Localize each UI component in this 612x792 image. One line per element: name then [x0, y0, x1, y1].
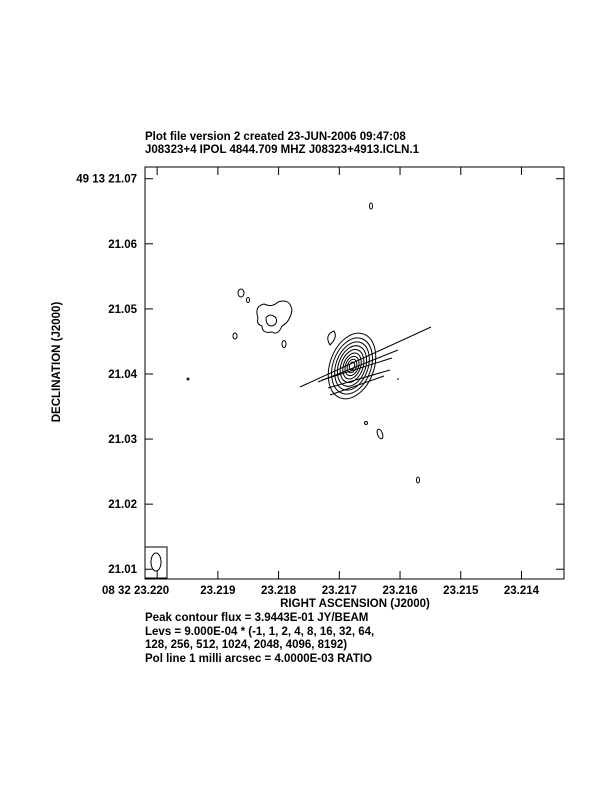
y-tick-label: 21.01	[108, 564, 137, 576]
y-tick-label: 21.03	[108, 434, 137, 446]
chart-subtitle: J08323+4 IPOL 4844.709 MHZ J08323+4913.I…	[145, 144, 420, 156]
y-tick-label: 21.06	[108, 239, 137, 251]
x-tick-label: 23.217	[322, 585, 357, 597]
x-axis-label: RIGHT ASCENSION (J2000)	[280, 598, 430, 610]
pol-lines	[299, 326, 432, 396]
contours	[186, 202, 420, 484]
beam	[144, 546, 168, 579]
note: Pol line 1 milli arcsec = 4.0000E-03 RAT…	[145, 653, 372, 665]
note: 128, 256, 512, 1024, 2048, 4096, 8192)	[145, 639, 347, 651]
x-tick-label: 23.218	[261, 585, 297, 597]
y-tick-label: 21.02	[108, 499, 137, 511]
plot-frame	[144, 166, 565, 580]
x-tick-label: 08 32 23.220	[102, 585, 169, 597]
x-tick-label: 23.216	[382, 585, 417, 597]
note: Peak contour flux = 3.9443E-01 JY/BEAM	[145, 612, 368, 624]
x-tick-label: 23.215	[443, 585, 479, 597]
chart-title: Plot file version 2 created 23-JUN-2006 …	[145, 131, 406, 143]
y-axis-label: DECLINATION (J2000)	[51, 302, 63, 423]
y-tick-label: 21.04	[108, 369, 137, 381]
x-tick-label: 23.214	[504, 585, 540, 597]
y-tick-label: 21.05	[108, 304, 137, 316]
y-tick-label: 49 13 21.07	[76, 174, 137, 186]
x-tick-label: 23.219	[200, 585, 235, 597]
note: Levs = 9.000E-04 * (-1, 1, 2, 4, 8, 16, …	[145, 626, 374, 638]
